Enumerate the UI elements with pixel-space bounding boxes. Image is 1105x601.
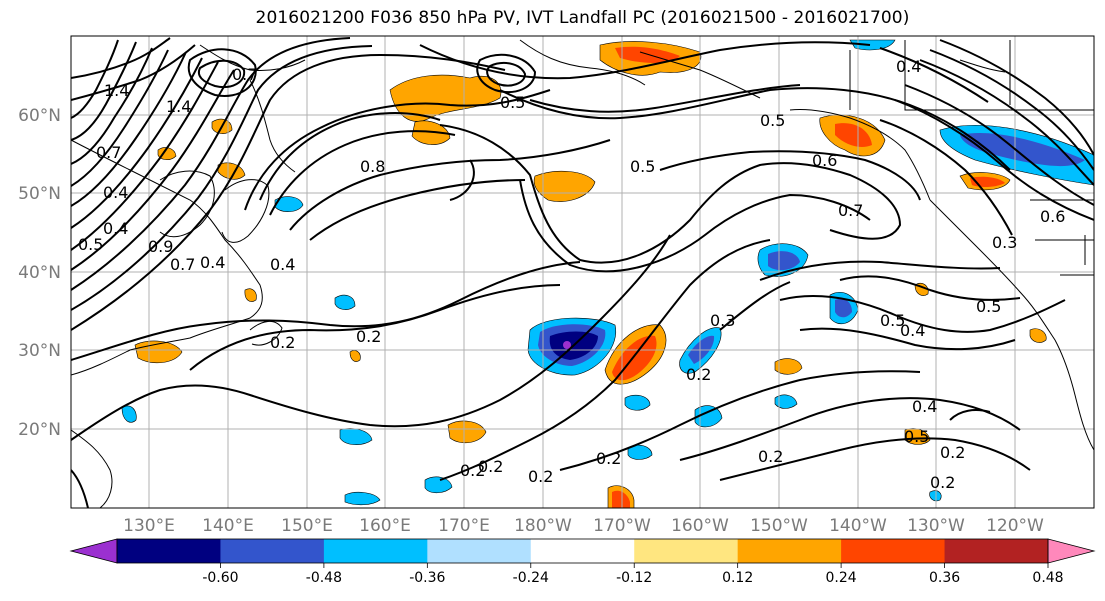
colorbar: -0.60 -0.48 -0.36 -0.24 -0.12 0.12 0.24 0.36 0.4… — [69, 538, 1096, 586]
colorbar-tick-label: 0.48 — [1032, 570, 1063, 586]
contour-label: 0.4 — [270, 255, 295, 274]
contour-label: 0.2 — [478, 457, 503, 476]
colorbar-tick-label: -0.60 — [202, 570, 238, 586]
contour-label: 0.6 — [812, 151, 837, 170]
colorbar-extend-min — [69, 538, 118, 564]
colorbar-segment — [634, 539, 739, 563]
contour-label: 0.8 — [360, 157, 385, 176]
colorbar-extend-max — [1047, 538, 1096, 564]
contour-label: 0.4 — [103, 183, 128, 202]
contour-label: 0.2 — [686, 365, 711, 384]
lon-label: 130°E — [123, 516, 175, 536]
contour-label: 0.5 — [630, 157, 655, 176]
lon-label: 140°W — [829, 516, 887, 536]
contour-label: 0.7 — [838, 201, 863, 220]
contour-label: 0.2 — [528, 467, 553, 486]
colorbar-tick-label: 0.36 — [929, 570, 960, 586]
contour-label: 0.5 — [880, 311, 905, 330]
contour-label: 1.4 — [166, 97, 191, 116]
contour-label: 0.6 — [1040, 207, 1065, 226]
colorbar-segment — [220, 539, 325, 563]
contour-label: 0.3 — [710, 311, 735, 330]
colorbar-segment — [737, 539, 842, 563]
lon-label: 160°W — [671, 516, 729, 536]
contour-label: 0.3 — [992, 233, 1017, 252]
colorbar-tick-label: -0.24 — [513, 570, 549, 586]
contour-label: 0.4 — [900, 321, 925, 340]
colorbar-tick-label: -0.48 — [306, 570, 342, 586]
lat-label: 60°N — [18, 106, 61, 126]
colorbar-tick-label: 0.24 — [826, 570, 857, 586]
colorbar-segment — [841, 539, 946, 563]
latitude-labels: 60°N 50°N 40°N 30°N 20°N — [18, 106, 61, 440]
lon-label: 130°W — [907, 516, 965, 536]
contour-label: 0.5 — [500, 93, 525, 112]
colorbar-tick-label: 0.12 — [722, 570, 753, 586]
contour-label: 0.7 — [232, 65, 257, 84]
longitude-labels: 130°E 140°E 150°E 160°E 170°E 180°W 170°… — [123, 516, 1044, 536]
colorbar-tick-label: -0.12 — [616, 570, 652, 586]
lon-label: 150°W — [750, 516, 808, 536]
map-frame — [70, 35, 1095, 509]
lon-label: 140°E — [202, 516, 254, 536]
lon-label: 160°E — [359, 516, 411, 536]
contour-label: 0.5 — [904, 427, 929, 446]
contour-label: 0.2 — [270, 333, 295, 352]
contour-label: 0.5 — [976, 297, 1001, 316]
contour-label: 0.9 — [148, 237, 173, 256]
lat-label: 50°N — [18, 184, 61, 204]
contour-label: 1.4 — [104, 81, 129, 100]
contour-label: 0.2 — [930, 473, 955, 492]
contour-label: 0.2 — [758, 447, 783, 466]
lat-label: 30°N — [18, 341, 61, 361]
pv-contours — [71, 37, 1094, 508]
contour-label: 0.7 — [170, 255, 195, 274]
contour-label: 0.4 — [200, 253, 225, 272]
coastlines — [71, 39, 1094, 508]
contour-label: 0.4 — [896, 57, 921, 76]
contour-label: 0.5 — [78, 235, 103, 254]
colorbar-segment — [323, 539, 428, 563]
colorbar-frame — [116, 538, 1049, 564]
contour-label: 0.7 — [96, 143, 121, 162]
lon-label: 170°W — [593, 516, 651, 536]
contour-labels: 1.4 1.4 0.7 0.4 0.4 0.7 0.8 0.7 0.9 0.5 … — [78, 57, 1065, 492]
lon-label: 150°E — [281, 516, 333, 536]
colorbar-segment — [117, 539, 221, 563]
lon-label: 170°E — [438, 516, 490, 536]
lat-label: 20°N — [18, 420, 61, 440]
colorbar-segment — [427, 539, 532, 563]
colorbar-segment — [530, 539, 635, 563]
contour-label: 0.5 — [760, 111, 785, 130]
contour-label: 0.2 — [460, 461, 485, 480]
contour-label: 0.4 — [912, 397, 937, 416]
lon-label: 120°W — [986, 516, 1044, 536]
lon-label: 180°W — [514, 516, 572, 536]
map-title: 2016021200 F036 850 hPa PV, IVT Landfall… — [255, 8, 910, 28]
colorbar-tick-label: -0.36 — [409, 570, 445, 586]
lat-label: 40°N — [18, 263, 61, 283]
contour-label: 0.4 — [103, 219, 128, 238]
contour-label: 0.2 — [940, 443, 965, 462]
contour-label: 0.2 — [356, 327, 381, 346]
contour-label: 0.2 — [596, 449, 621, 468]
colorbar-segment — [944, 539, 1049, 563]
